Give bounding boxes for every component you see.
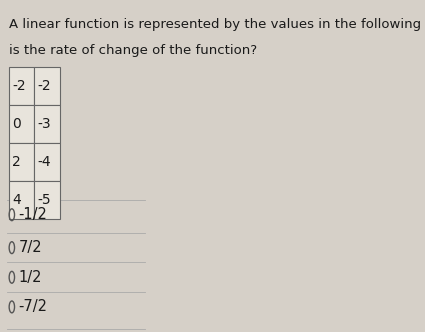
Text: 1/2: 1/2 (19, 270, 42, 285)
Bar (34, 143, 60, 181)
Bar (34, 105, 60, 143)
Bar (9, 143, 34, 181)
Text: -7/2: -7/2 (19, 299, 48, 314)
Bar (34, 181, 60, 219)
Bar (9, 67, 34, 105)
Text: -3: -3 (37, 117, 51, 131)
Bar (9, 105, 34, 143)
Bar (9, 181, 34, 219)
Text: -1/2: -1/2 (19, 207, 48, 222)
Text: -5: -5 (37, 193, 51, 207)
Text: 0: 0 (12, 117, 21, 131)
Text: 2: 2 (12, 155, 21, 169)
Text: is the rate of change of the function?: is the rate of change of the function? (9, 44, 257, 57)
Text: 7/2: 7/2 (19, 240, 42, 255)
Text: 4: 4 (12, 193, 21, 207)
Text: -4: -4 (37, 155, 51, 169)
Text: A linear function is represented by the values in the following input-output tab: A linear function is represented by the … (9, 18, 425, 31)
Text: -2: -2 (37, 79, 51, 93)
Bar (34, 67, 60, 105)
Text: -2: -2 (12, 79, 26, 93)
